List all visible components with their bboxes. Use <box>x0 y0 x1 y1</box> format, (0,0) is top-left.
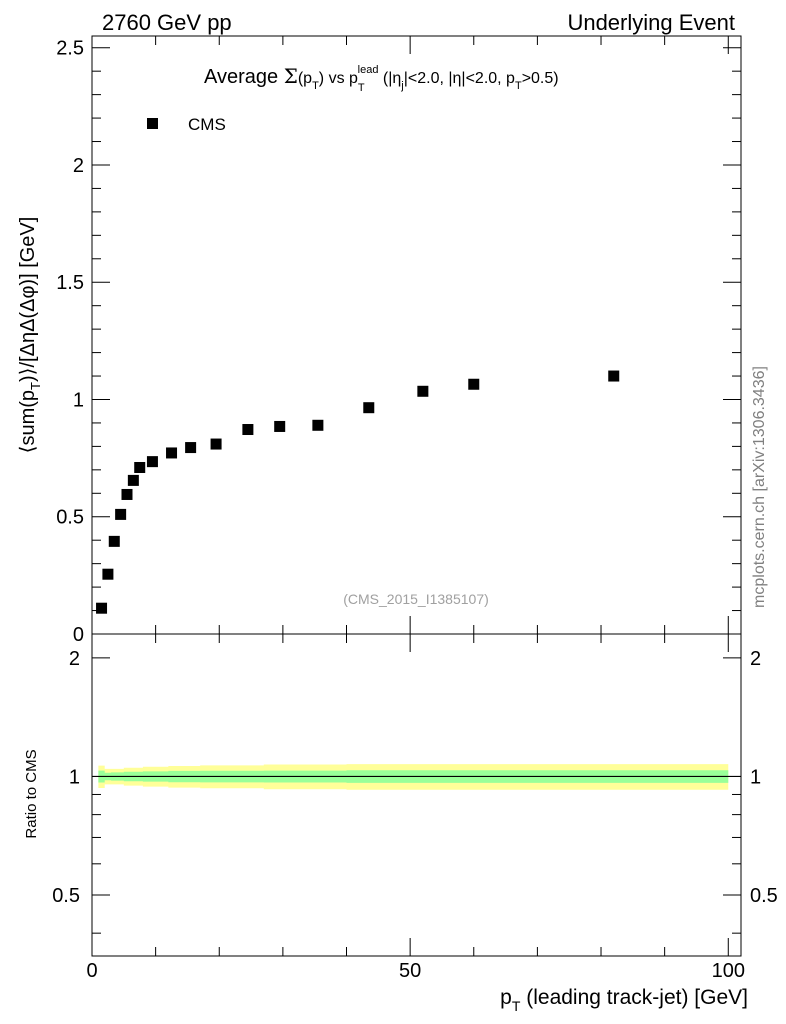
ratio-y-tick-label-right: 0.5 <box>750 885 778 907</box>
cms-data-point <box>608 370 620 382</box>
cms-data-point <box>96 602 108 614</box>
plot-title-cond-a-sub: j <box>400 80 403 92</box>
ratio-y-tick-labels: 0.5 0.5 1 1 2 2 <box>52 648 778 907</box>
header-right: Underlying Event <box>567 10 735 35</box>
ratio-y-axis-label: Ratio to CMS <box>23 749 40 838</box>
plot-title: Average Σ(pT) vs pTlead (|ηj|<2.0, |η|<2… <box>204 64 559 94</box>
cms-data-point <box>115 508 127 520</box>
upper-ylabel-a: ⟨sum(p <box>17 390 39 453</box>
cms-data-point <box>274 420 286 432</box>
upper-y-tick-label: 0 <box>73 624 84 646</box>
plot-title-p1-close: ) <box>319 70 324 87</box>
ratio-y-tick-label-right: 1 <box>750 766 761 788</box>
plot-title-sigma: Σ <box>284 64 298 88</box>
cms-data-point <box>108 535 120 547</box>
ratio-y-tick-label-left: 0.5 <box>52 885 80 907</box>
upper-y-tick-label: 2 <box>73 155 84 177</box>
plot-title-prefix: Average <box>204 66 284 88</box>
cms-data-point <box>134 461 146 473</box>
cms-data-point <box>146 456 158 468</box>
plot-title-lead-sub: T <box>358 82 365 94</box>
xlabel-b: (leading track-jet) [GeV] <box>520 986 748 1009</box>
plot-title-cond-b: |<2.0, |η|<2.0, p <box>404 70 515 87</box>
xlabel-a: p <box>500 986 512 1009</box>
legend-marker <box>147 118 158 129</box>
cms-data-point <box>312 419 324 431</box>
cms-data-point <box>127 474 139 486</box>
upper-y-tick-label: 2.5 <box>56 38 84 60</box>
plot-title-p1-sub: T <box>312 80 319 92</box>
cms-data-point <box>166 447 178 459</box>
cms-data-point <box>468 378 480 390</box>
x-tick-label: 100 <box>712 960 745 982</box>
plot-title-cond-c: >0.5) <box>522 70 559 87</box>
x-tick-label: 0 <box>86 960 97 982</box>
xlabel-sub: T <box>512 998 521 1014</box>
upper-y-tick-label: 0.5 <box>56 507 84 529</box>
ratio-y-tick-label-left: 1 <box>69 766 80 788</box>
plot-title-p1: (p <box>298 70 312 87</box>
cms-data-point <box>210 438 222 450</box>
legend-label: CMS <box>188 115 226 134</box>
upper-ylabel-b: )⟩/[ΔηΔ(Δφ)] [GeV] <box>17 217 39 382</box>
header-left: 2760 GeV pp <box>102 10 232 35</box>
upper-y-tick-label: 1.5 <box>56 272 84 294</box>
plot-title-vs: vs p <box>324 70 358 87</box>
upper-y-axis-label: ⟨sum(pT)⟩/[ΔηΔ(Δφ)] [GeV] <box>17 217 43 454</box>
ratio-panel-frame <box>91 633 742 957</box>
cms-data-point <box>102 568 114 580</box>
x-tick-labels: 0 50 100 <box>86 960 745 982</box>
cms-data-point <box>417 385 429 397</box>
upper-ylabel-sub: T <box>28 382 43 390</box>
plot-title-cond-b-sub: T <box>515 80 522 92</box>
plot-title-cond-a: (|η <box>378 70 401 87</box>
upper-axis-ticks <box>91 36 741 635</box>
analysis-id: (CMS_2015_I1385107) <box>343 591 489 607</box>
upper-y-tick-labels: 0 0.5 1 1.5 2 2.5 <box>56 38 84 646</box>
cms-data-point <box>185 442 197 454</box>
ratio-axis-ticks <box>91 634 741 956</box>
cms-data-point <box>121 488 133 500</box>
side-label: mcplots.cern.ch [arXiv:1306.3436] <box>751 366 768 608</box>
cms-data-point <box>242 424 254 436</box>
upper-y-tick-label: 1 <box>73 389 84 411</box>
x-tick-label: 50 <box>399 960 421 982</box>
plot-title-lead-sup: lead <box>358 64 379 76</box>
ratio-y-tick-label-left: 2 <box>69 648 80 670</box>
cms-data-point <box>363 402 375 414</box>
ratio-y-tick-label-right: 2 <box>750 648 761 670</box>
x-axis-label: pT (leading track-jet) [GeV] <box>500 986 748 1014</box>
cms-data-points <box>96 370 620 614</box>
